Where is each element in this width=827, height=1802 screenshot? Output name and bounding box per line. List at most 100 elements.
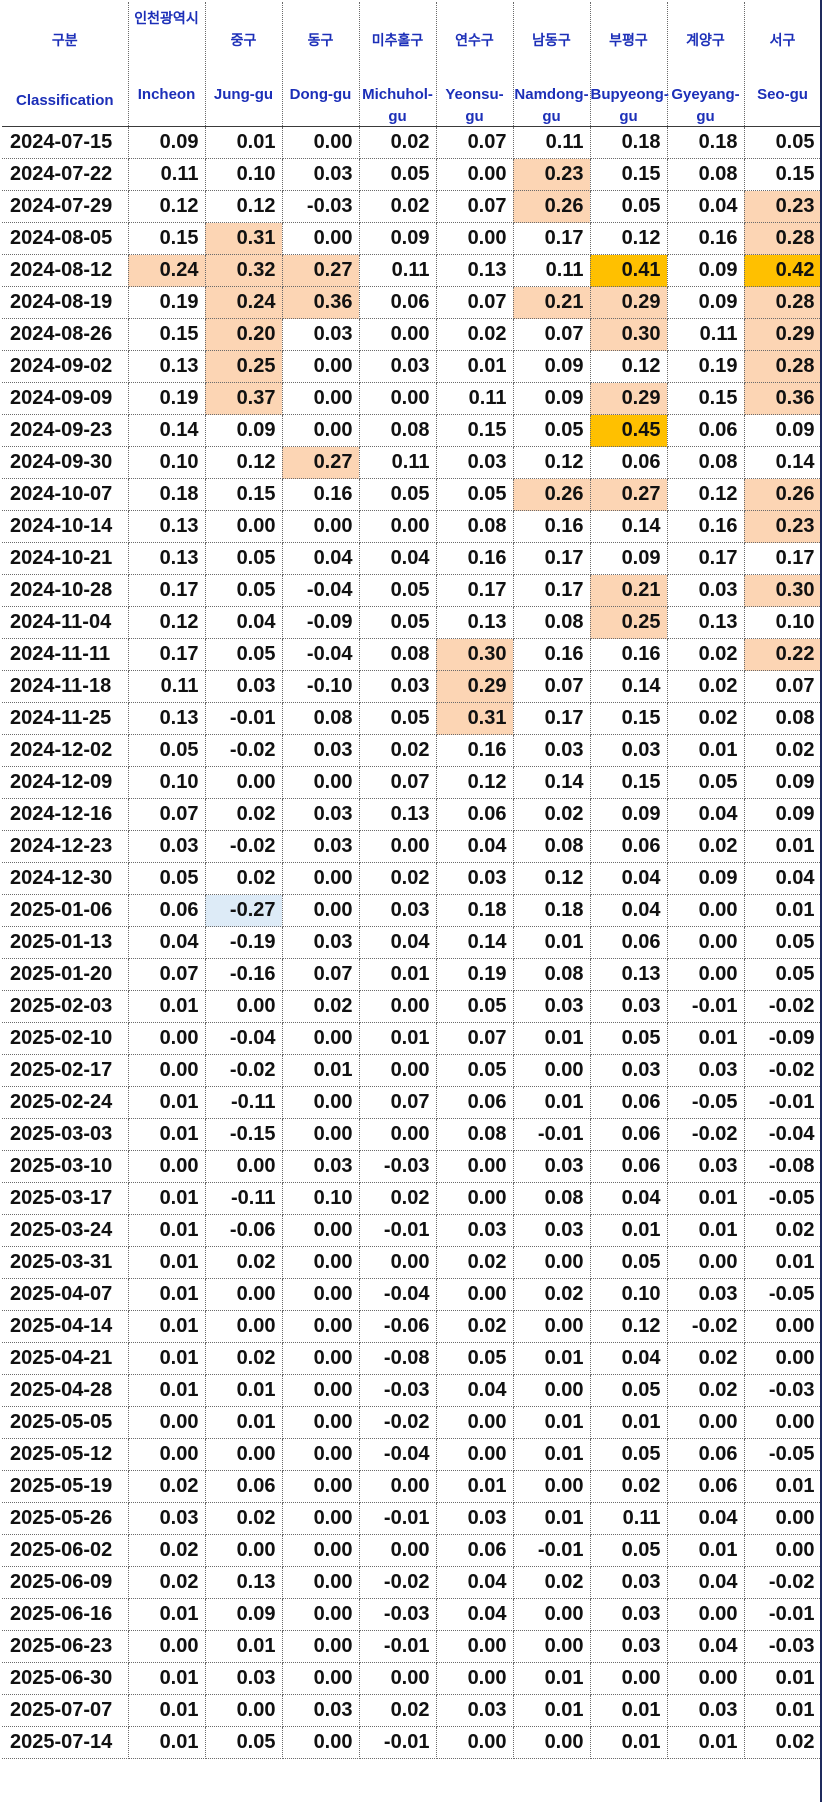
row-date: 2025-02-17 (2, 1054, 129, 1087)
table-cell: 0.11 (513, 126, 591, 159)
table-cell: 0.00 (205, 1534, 283, 1567)
row-date: 2024-09-23 (2, 414, 129, 447)
table-cell: 0.02 (436, 1310, 514, 1343)
table-cell: 0.02 (667, 830, 745, 863)
table-cell: 0.07 (359, 766, 437, 799)
table-cell: 0.00 (513, 1310, 591, 1343)
table-cell: 0.00 (205, 1694, 283, 1727)
table-cell: 0.02 (667, 638, 745, 671)
table-body: 2024-07-15 0.09 0.01 0.00 0.02 0.07 0.11 0.18 0.… (2, 126, 822, 1759)
row-date: 2024-11-18 (2, 670, 129, 703)
table-cell: 0.20 (205, 318, 283, 351)
table-cell: 0.13 (359, 798, 437, 831)
table-row: 2025-04-14 0.01 0.00 0.00 -0.06 0.02 0.00 0.12-… (2, 1310, 822, 1343)
table-cell: 0.03 (282, 1694, 360, 1727)
table-row: 2024-10-28 0.17 0.05 -0.04 0.05 0.17 0.17 0.21 0… (2, 574, 822, 607)
table-cell: 0.15 (436, 414, 514, 447)
column-header-ko: 동구 (307, 32, 334, 48)
table-cell: -0.03 (282, 190, 360, 223)
table-cell: 0.26 (744, 478, 822, 511)
table-row: 2025-04-07 0.01 0.00 0.00 -0.04 0.00 0.02 0.10 0… (2, 1278, 822, 1311)
row-date: 2025-06-23 (2, 1630, 129, 1663)
row-date: 2025-02-24 (2, 1086, 129, 1119)
table-cell: 0.30 (590, 318, 668, 351)
table-cell: -0.02 (744, 1566, 822, 1599)
table-cell: 0.06 (436, 1086, 514, 1119)
table-cell: 0.01 (513, 1438, 591, 1471)
table-cell: 0.06 (667, 414, 745, 447)
table-cell: 0.27 (590, 478, 668, 511)
table-cell: 0.00 (205, 1150, 283, 1183)
table-row: 2024-09-23 0.14 0.09 0.00 0.08 0.15 0.05 0.45 0.… (2, 414, 822, 447)
table-cell: 0.05 (359, 574, 437, 607)
table-cell: -0.01 (359, 1630, 437, 1663)
table-cell: -0.02 (205, 1054, 283, 1087)
column-header-ko: 인천광역시 (134, 10, 199, 26)
table-cell: -0.01 (205, 702, 283, 735)
table-cell: 0.00 (282, 1278, 360, 1311)
table-cell: 0.03 (590, 990, 668, 1023)
table-cell: 0.00 (744, 1502, 822, 1535)
table-cell: -0.05 (744, 1278, 822, 1311)
table-cell: 0.02 (590, 1470, 668, 1503)
table-cell: 0.02 (436, 1246, 514, 1279)
table-cell: -0.03 (744, 1374, 822, 1407)
table-cell: 0.05 (436, 478, 514, 511)
row-date: 2025-06-02 (2, 1534, 129, 1567)
table-cell: 0.00 (282, 1598, 360, 1631)
table-cell: 0.05 (205, 542, 283, 575)
table-row: 2025-01-06 0.06 -0.27 0.00 0.03 0.18 0.18 0.04 0… (2, 894, 822, 927)
table-cell: 0.02 (667, 1374, 745, 1407)
table-cell: 0.41 (590, 254, 668, 287)
table-cell: 0.00 (128, 1054, 206, 1087)
table-cell: 0.24 (205, 286, 283, 319)
row-date: 2024-11-11 (2, 638, 129, 671)
table-row: 2025-01-20 0.07 -0.16 0.07 0.01 0.19 0.08 0.13 0… (2, 958, 822, 991)
table-cell: 0.03 (282, 318, 360, 351)
table-cell: 0.05 (205, 574, 283, 607)
row-date: 2024-07-29 (2, 190, 129, 223)
table-cell: 0.16 (513, 638, 591, 671)
table-cell: 0.00 (359, 1470, 437, 1503)
table-cell: 0.05 (590, 1374, 668, 1407)
table-cell: 0.17 (128, 638, 206, 671)
table-cell: 0.02 (359, 126, 437, 159)
table-cell: 0.01 (282, 1054, 360, 1087)
table-row: 2025-07-14 0.01 0.05 0.00 -0.01 0.00 0.00 0.01 0… (2, 1726, 822, 1759)
table-cell: 0.12 (205, 446, 283, 479)
table-cell: 0.02 (359, 734, 437, 767)
table-cell: 0.01 (667, 1214, 745, 1247)
table-cell: 0.16 (667, 222, 745, 255)
table-cell: -0.02 (667, 1118, 745, 1151)
table-cell: 0.21 (513, 286, 591, 319)
table-cell: 0.10 (128, 446, 206, 479)
table-cell: 0.09 (667, 862, 745, 895)
table-row: 2024-08-26 0.15 0.20 0.03 0.00 0.02 0.07 0.30 0.… (2, 318, 822, 351)
table-cell: 0.03 (359, 894, 437, 927)
table-cell: 0.03 (282, 158, 360, 191)
table-cell: 0.25 (205, 350, 283, 383)
column-header-en: Michuhol-gu (362, 86, 433, 125)
table-cell: -0.08 (359, 1342, 437, 1375)
table-cell: 0.02 (359, 190, 437, 223)
table-cell: 0.00 (359, 1662, 437, 1695)
table-cell: 0.01 (513, 1342, 591, 1375)
table-cell: 0.36 (282, 286, 360, 319)
table-cell: 0.13 (128, 510, 206, 543)
table-cell: 0.05 (436, 1054, 514, 1087)
table-cell: 0.00 (513, 1598, 591, 1631)
row-date: 2024-12-23 (2, 830, 129, 863)
row-date: 2025-03-10 (2, 1150, 129, 1183)
table-cell: 0.06 (590, 1150, 668, 1183)
table-cell: 0.02 (205, 1502, 283, 1535)
table-row: 2025-03-03 0.01 -0.15 0.00 0.00 0.08 -0.01 0.06… (2, 1118, 822, 1151)
table-cell: 0.01 (590, 1406, 668, 1439)
table-cell: 0.00 (282, 1086, 360, 1119)
table-cell: 0.03 (667, 574, 745, 607)
table-row: 2025-03-10 0.00 0.00 0.03 -0.03 0.00 0.03 0.06 0… (2, 1150, 822, 1183)
table-cell: 0.30 (436, 638, 514, 671)
table-row: 2025-02-10 0.00 -0.04 0.00 0.01 0.07 0.01 0.05 0… (2, 1022, 822, 1055)
table-cell: -0.02 (744, 990, 822, 1023)
table-cell: 0.02 (359, 1694, 437, 1727)
column-header-2: 중구 Jung-gu (205, 2, 283, 127)
